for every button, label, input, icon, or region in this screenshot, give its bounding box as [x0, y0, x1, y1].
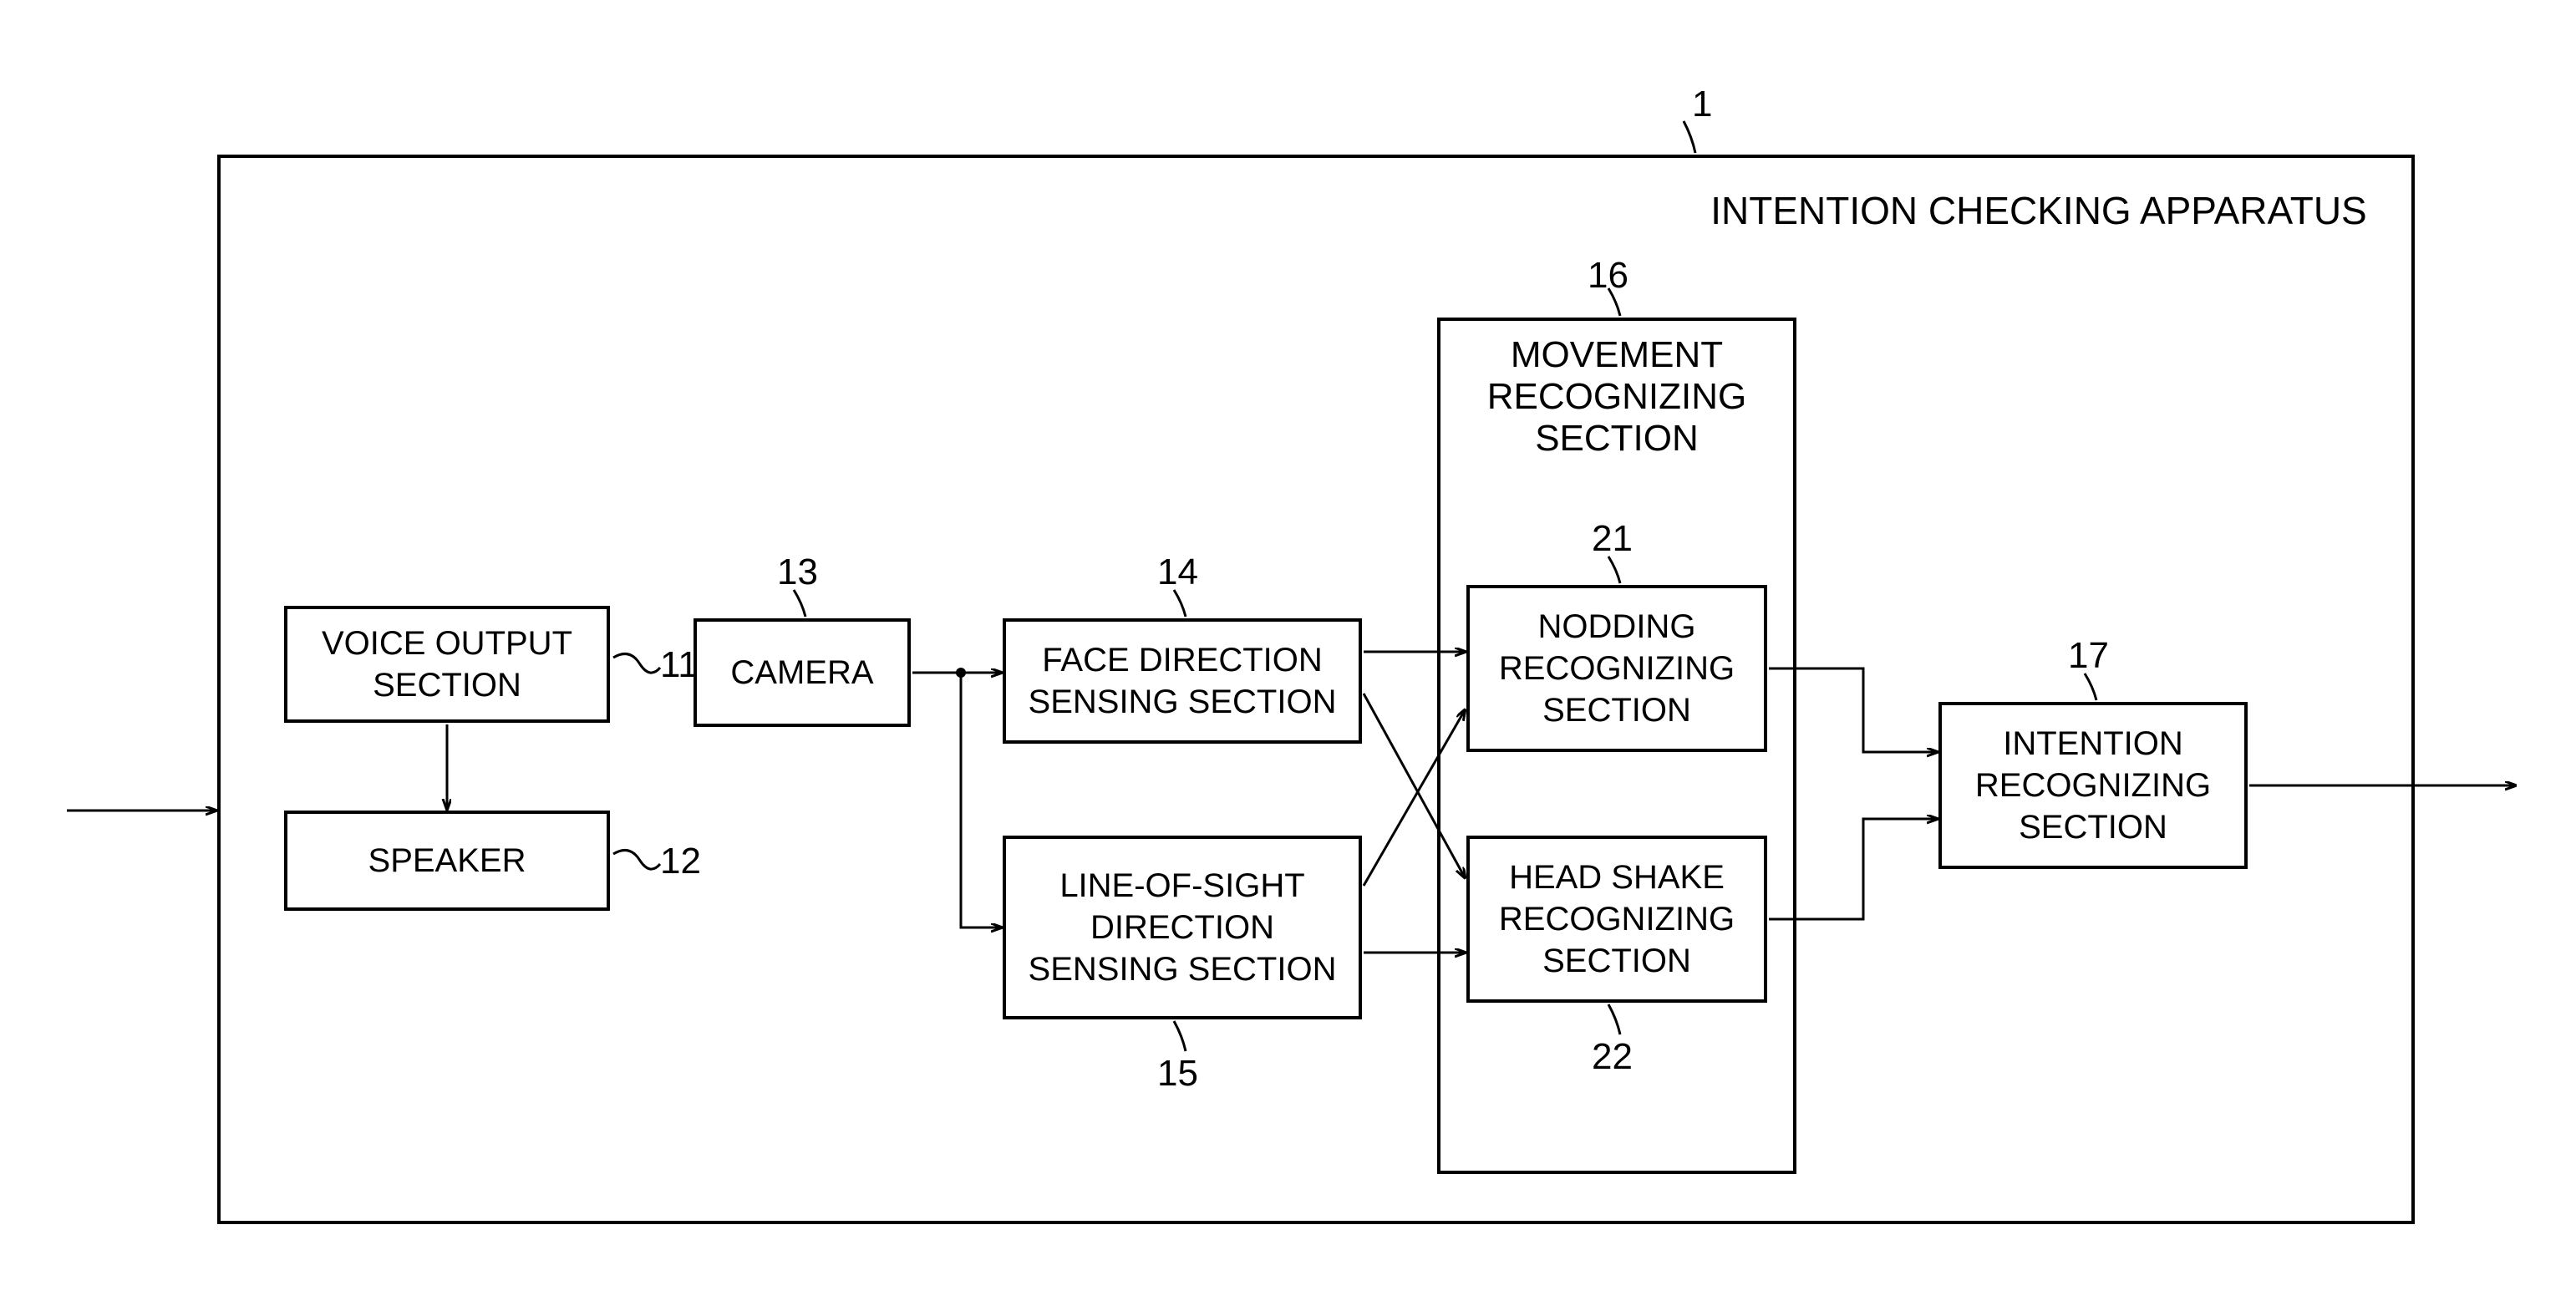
block-voice: VOICE OUTPUT SECTION	[284, 606, 610, 723]
block-face-ref-num: 14	[1157, 551, 1198, 593]
block-intent-ref-num: 17	[2068, 635, 2109, 677]
outer-title: INTENTION CHECKING APPARATUS	[1671, 188, 2406, 233]
block-voice-ref-num: 11	[660, 644, 699, 686]
block-los-label: LINE-OF-SIGHT DIRECTION SENSING SECTION	[1020, 865, 1345, 990]
block-camera-label: CAMERA	[722, 652, 882, 694]
movement-ref-num: 16	[1588, 255, 1628, 297]
block-camera-ref-num: 13	[777, 551, 818, 593]
block-shake: HEAD SHAKE RECOGNIZING SECTION	[1466, 836, 1767, 1003]
block-intent: INTENTION RECOGNIZING SECTION	[1938, 702, 2248, 869]
block-nod: NODDING RECOGNIZING SECTION	[1466, 585, 1767, 752]
block-camera: CAMERA	[694, 618, 911, 727]
block-los: LINE-OF-SIGHT DIRECTION SENSING SECTION	[1003, 836, 1362, 1019]
block-speaker-label: SPEAKER	[360, 840, 535, 882]
block-face: FACE DIRECTION SENSING SECTION	[1003, 618, 1362, 744]
block-los-ref-num: 15	[1157, 1053, 1198, 1095]
block-shake-label: HEAD SHAKE RECOGNIZING SECTION	[1491, 856, 1743, 982]
block-shake-ref-num: 22	[1592, 1036, 1633, 1078]
block-intent-label: INTENTION RECOGNIZING SECTION	[1967, 723, 2219, 848]
block-nod-ref-num: 21	[1592, 518, 1633, 560]
block-speaker: SPEAKER	[284, 811, 610, 911]
block-nod-label: NODDING RECOGNIZING SECTION	[1491, 606, 1743, 731]
movement-section-title: MOVEMENT RECOGNIZING SECTION	[1454, 334, 1780, 460]
block-speaker-ref-num: 12	[660, 841, 701, 882]
outer-ref-num: 1	[1692, 84, 1712, 125]
block-voice-label: VOICE OUTPUT SECTION	[313, 623, 581, 706]
block-face-label: FACE DIRECTION SENSING SECTION	[1020, 639, 1345, 723]
diagram-canvas: INTENTION CHECKING APPARATUS 1 MOVEMENT RE…	[0, 0, 2576, 1296]
